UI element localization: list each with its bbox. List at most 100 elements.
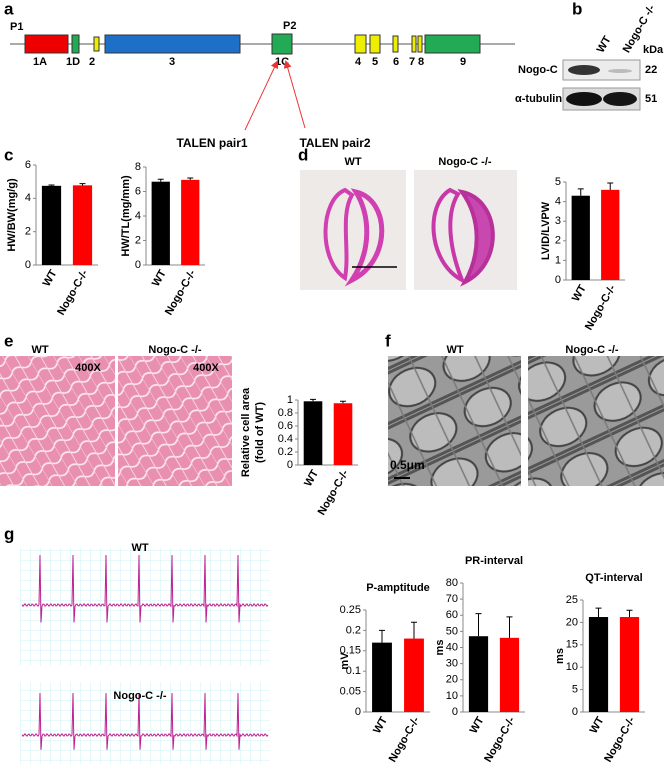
ecg-grid (20, 548, 270, 666)
y-tick-label: 1 (555, 254, 561, 266)
y-tick-label: 20 (566, 616, 578, 628)
y-tick-label: 10 (566, 661, 578, 673)
y-tick-label: 2 (555, 235, 561, 247)
exon-label: 6 (393, 56, 399, 68)
image (388, 356, 521, 486)
exon-label: 1D (66, 56, 80, 68)
magnification: 400X (75, 362, 101, 374)
exon (24, 34, 69, 54)
x-tick-label: WT (371, 715, 390, 736)
y-tick-label: 0 (572, 706, 578, 718)
exon-label: 5 (372, 56, 378, 68)
x-tick-label: Nogo-C-/- (583, 283, 619, 333)
promoter-label: P1 (10, 21, 23, 33)
chart-title: P-amptitude (366, 582, 430, 594)
exon-label: 3 (169, 56, 175, 68)
y-tick-label: 10 (446, 690, 458, 702)
error-bar (577, 188, 584, 196)
exon (354, 34, 367, 54)
y-tick-label: 8 (135, 161, 141, 173)
image-label: WT (31, 344, 48, 356)
x-tick-label: WT (468, 715, 487, 736)
heart-section (344, 188, 385, 287)
heart-section (457, 188, 495, 287)
talen-label: TALEN pair2 (299, 136, 370, 150)
bar (601, 189, 620, 280)
em-images: WT Nogo-C -/- 0.5μm (388, 344, 664, 486)
image (0, 356, 115, 486)
x-tick-label: WT (150, 268, 169, 289)
bar (181, 179, 200, 265)
talen-label: TALEN pair1 (176, 136, 247, 150)
protein-label: α-tubulin (515, 93, 562, 105)
x-tick-label: WT (570, 283, 589, 304)
y-tick-label: 0.25 (340, 604, 361, 616)
error-bar (157, 178, 164, 182)
bar (372, 642, 392, 712)
y-tick-label: 2 (135, 234, 141, 246)
y-tick-label: 0 (355, 706, 361, 718)
bar (404, 638, 424, 712)
image (118, 356, 232, 486)
y-tick-label: 0.6 (278, 420, 293, 432)
y-tick-label: 3 (555, 215, 561, 227)
panel-label: c (4, 145, 13, 164)
y-tick-label: 6 (135, 185, 141, 197)
y-tick-label: 0 (287, 459, 293, 471)
exon-label: 7 (409, 56, 415, 68)
y-tick-label: 0.4 (278, 433, 293, 445)
exon (71, 34, 80, 54)
bar (571, 195, 590, 280)
y-axis-label: ms (554, 648, 566, 664)
y-tick-label: 50 (446, 625, 458, 637)
panel-label: f (385, 331, 391, 350)
ecg-grid (20, 682, 270, 764)
scale-label: 0.5μm (390, 458, 425, 472)
y-tick-label: 4 (135, 210, 141, 222)
protein-label: Nogo-C (518, 64, 558, 76)
blot-strip (562, 59, 641, 81)
bar (588, 617, 609, 712)
exon (392, 35, 399, 53)
heart-section (431, 187, 466, 285)
error-bar (475, 613, 482, 637)
y-tick-label: 0.8 (278, 407, 293, 419)
ecg-trace (21, 554, 269, 623)
exon (104, 34, 241, 54)
chart-title: QT-interval (585, 572, 642, 584)
y-tick-label: 80 (446, 577, 458, 589)
error-bar (626, 609, 633, 618)
panel-label: e (4, 331, 13, 350)
y-axis-label: mV (339, 652, 351, 670)
image-label: Nogo-C -/- (148, 344, 201, 356)
y-tick-label: 0 (25, 259, 31, 271)
y-tick-label: 4 (25, 192, 31, 204)
x-tick-label: Nogo-C-/- (316, 468, 352, 518)
y-tick-label: 1 (287, 394, 293, 406)
panel-label: g (4, 524, 14, 543)
exon (417, 35, 423, 53)
bar (619, 617, 640, 712)
exon-label: 4 (355, 56, 362, 68)
error-bar (506, 616, 513, 638)
image-label: WT (344, 156, 361, 168)
y-axis-label: HW/BW(mg/g) (6, 178, 18, 252)
y-tick-label: 0.1 (346, 665, 361, 677)
image-label: Nogo-C -/- (565, 344, 618, 356)
exon-label: 1A (33, 56, 47, 68)
x-tick-label: Nogo-C-/- (163, 268, 199, 318)
error-bar (187, 177, 194, 180)
error-bar (607, 182, 614, 190)
y-tick-label: 2 (25, 226, 31, 238)
y-axis-label: HW/TL(mg/mm) (120, 175, 132, 257)
panel-label: d (298, 145, 308, 164)
y-tick-label: 0 (452, 706, 458, 718)
band (566, 92, 602, 106)
bar (41, 185, 62, 265)
y-tick-label: 0.15 (340, 645, 361, 657)
band (608, 69, 632, 73)
error-bar (379, 629, 385, 643)
exon (411, 35, 417, 53)
exon (424, 34, 481, 54)
